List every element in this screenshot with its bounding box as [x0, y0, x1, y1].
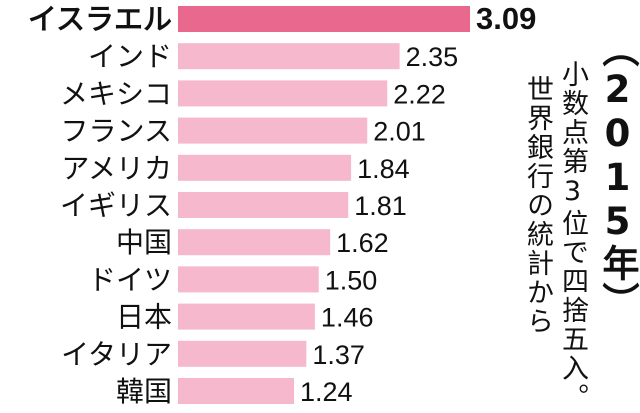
- bar-7: [178, 266, 319, 293]
- bar-0: [178, 6, 470, 32]
- chart-note-source: 世界銀行の統計から: [522, 75, 553, 336]
- category-label-0: イスラエル: [28, 2, 172, 36]
- value-label-0: 3.09: [476, 1, 536, 36]
- bar-6: [178, 229, 331, 256]
- category-label-10: 韓国: [116, 375, 172, 408]
- bar-4: [178, 154, 352, 181]
- bar-3: [178, 117, 368, 144]
- bar-9: [178, 340, 307, 367]
- chart-note-rounding: 小数点第3位で四捨五入。: [557, 60, 588, 412]
- category-label-4: アメリカ: [61, 152, 172, 185]
- value-label-10: 1.24: [300, 377, 353, 407]
- bar-5: [178, 192, 349, 218]
- bar-10: [178, 378, 294, 404]
- value-label-1: 2.35: [406, 42, 459, 72]
- category-label-8: 日本: [116, 301, 172, 334]
- category-label-1: インド: [88, 40, 172, 73]
- value-label-3: 2.01: [373, 117, 426, 147]
- value-label-2: 2.22: [393, 79, 446, 109]
- bar-1: [178, 43, 400, 70]
- value-label-5: 1.81: [354, 191, 407, 221]
- category-label-2: メキシコ: [60, 77, 172, 110]
- bar-2: [178, 80, 388, 107]
- category-label-5: イギリス: [60, 189, 172, 222]
- chart-title: 各国の出生率（2015年）: [596, 30, 639, 320]
- category-label-9: イタリア: [61, 338, 172, 371]
- category-label-6: 中国: [116, 226, 172, 259]
- value-label-8: 1.46: [321, 303, 374, 333]
- value-label-9: 1.37: [312, 340, 365, 370]
- value-label-7: 1.50: [325, 265, 378, 295]
- value-label-4: 1.84: [357, 154, 410, 184]
- bar-8: [178, 303, 315, 330]
- value-label-6: 1.62: [336, 228, 389, 258]
- category-label-7: ドイツ: [88, 263, 172, 296]
- category-label-3: フランス: [61, 115, 172, 148]
